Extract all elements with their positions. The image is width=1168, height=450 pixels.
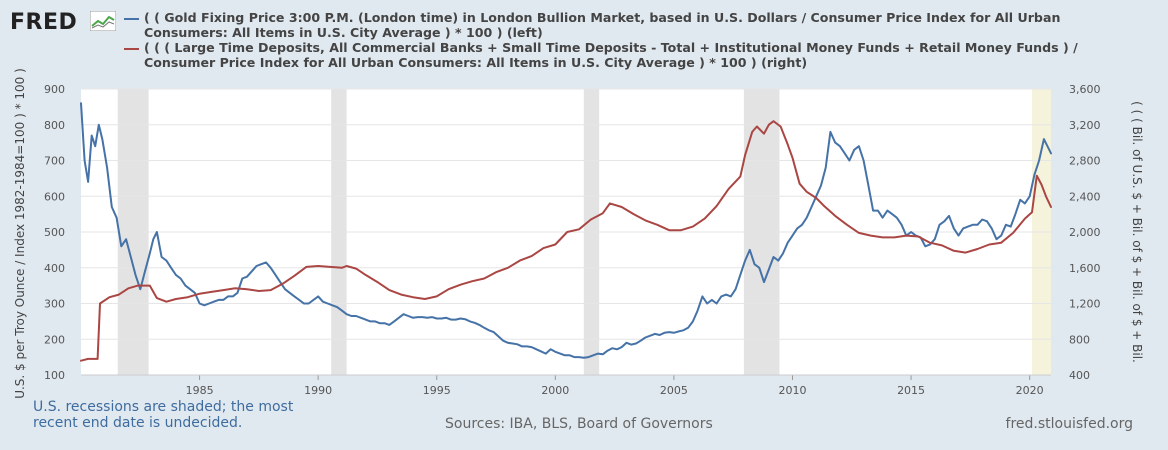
right-axis-tick-label: 2,000 <box>1069 226 1101 239</box>
x-axis-tick-label: 2000 <box>541 384 569 397</box>
chart-legend: ( ( Gold Fixing Price 3:00 P.M. (London … <box>124 10 1134 71</box>
left-axis-title: ( ( U.S. $ per Troy Ounce / Index 1982-1… <box>13 68 27 400</box>
left-axis-tick-label: 300 <box>44 298 65 311</box>
x-axis-tick-label: 2020 <box>1016 384 1044 397</box>
x-axis-tick-label: 2005 <box>660 384 688 397</box>
recession-note: U.S. recessions are shaded; the most rec… <box>33 399 294 431</box>
right-axis-tick-label: 2,400 <box>1069 190 1101 203</box>
left-axis-tick-label: 500 <box>44 226 65 239</box>
left-axis-tick-label: 800 <box>44 119 65 132</box>
right-axis-tick-label: 1,200 <box>1069 298 1101 311</box>
right-axis-tick-label: 400 <box>1069 369 1090 382</box>
left-axis-tick-label: 600 <box>44 190 65 203</box>
line-graph-icon <box>90 11 116 31</box>
right-axis-tick-label: 2,800 <box>1069 155 1101 168</box>
site-link[interactable]: fred.stlouisfed.org <box>1005 416 1133 432</box>
sources-note: Sources: IBA, BLS, Board of Governors <box>445 416 713 432</box>
right-axis-tick-label: 800 <box>1069 333 1090 346</box>
left-axis-tick-label: 100 <box>44 369 65 382</box>
legend-entry-gold[interactable]: ( ( Gold Fixing Price 3:00 P.M. (London … <box>124 10 1134 40</box>
x-axis-tick-label: 2015 <box>897 384 925 397</box>
legend-entry-deposits[interactable]: ( ( ( Large Time Deposits, All Commercia… <box>124 40 1134 70</box>
right-axis-tick-label: 1,600 <box>1069 262 1101 275</box>
series-line-gold <box>80 102 1052 359</box>
legend-label-deposits: ( ( ( Large Time Deposits, All Commercia… <box>144 40 1078 70</box>
right-axis-tick-label: 3,200 <box>1069 119 1101 132</box>
x-axis-tick-label: 1990 <box>304 384 332 397</box>
chart-canvas: 100 400 200 800 300 1,200 400 1,600 500 2,000 600 2… <box>13 68 1144 400</box>
right-axis-title: ( ( ( Bil. of U.S. $ + Bil. of $ + Bil. … <box>1130 101 1144 363</box>
x-axis-tick-label: 2010 <box>778 384 806 397</box>
x-axis-tick-label: 1985 <box>186 384 214 397</box>
left-axis-tick-label: 900 <box>44 83 65 96</box>
legend-swatch-deposits <box>124 48 139 50</box>
left-axis-tick-label: 200 <box>44 333 65 346</box>
left-axis-tick-label: 400 <box>44 262 65 275</box>
left-axis-tick-label: 700 <box>44 155 65 168</box>
x-axis-tick-label: 1995 <box>423 384 451 397</box>
series-line-deposits <box>80 120 1052 362</box>
right-axis-tick-label: 3,600 <box>1069 83 1101 96</box>
fred-logo[interactable]: FRED <box>10 10 78 35</box>
legend-swatch-gold <box>124 18 139 20</box>
legend-label-gold: ( ( Gold Fixing Price 3:00 P.M. (London … <box>144 10 1061 40</box>
